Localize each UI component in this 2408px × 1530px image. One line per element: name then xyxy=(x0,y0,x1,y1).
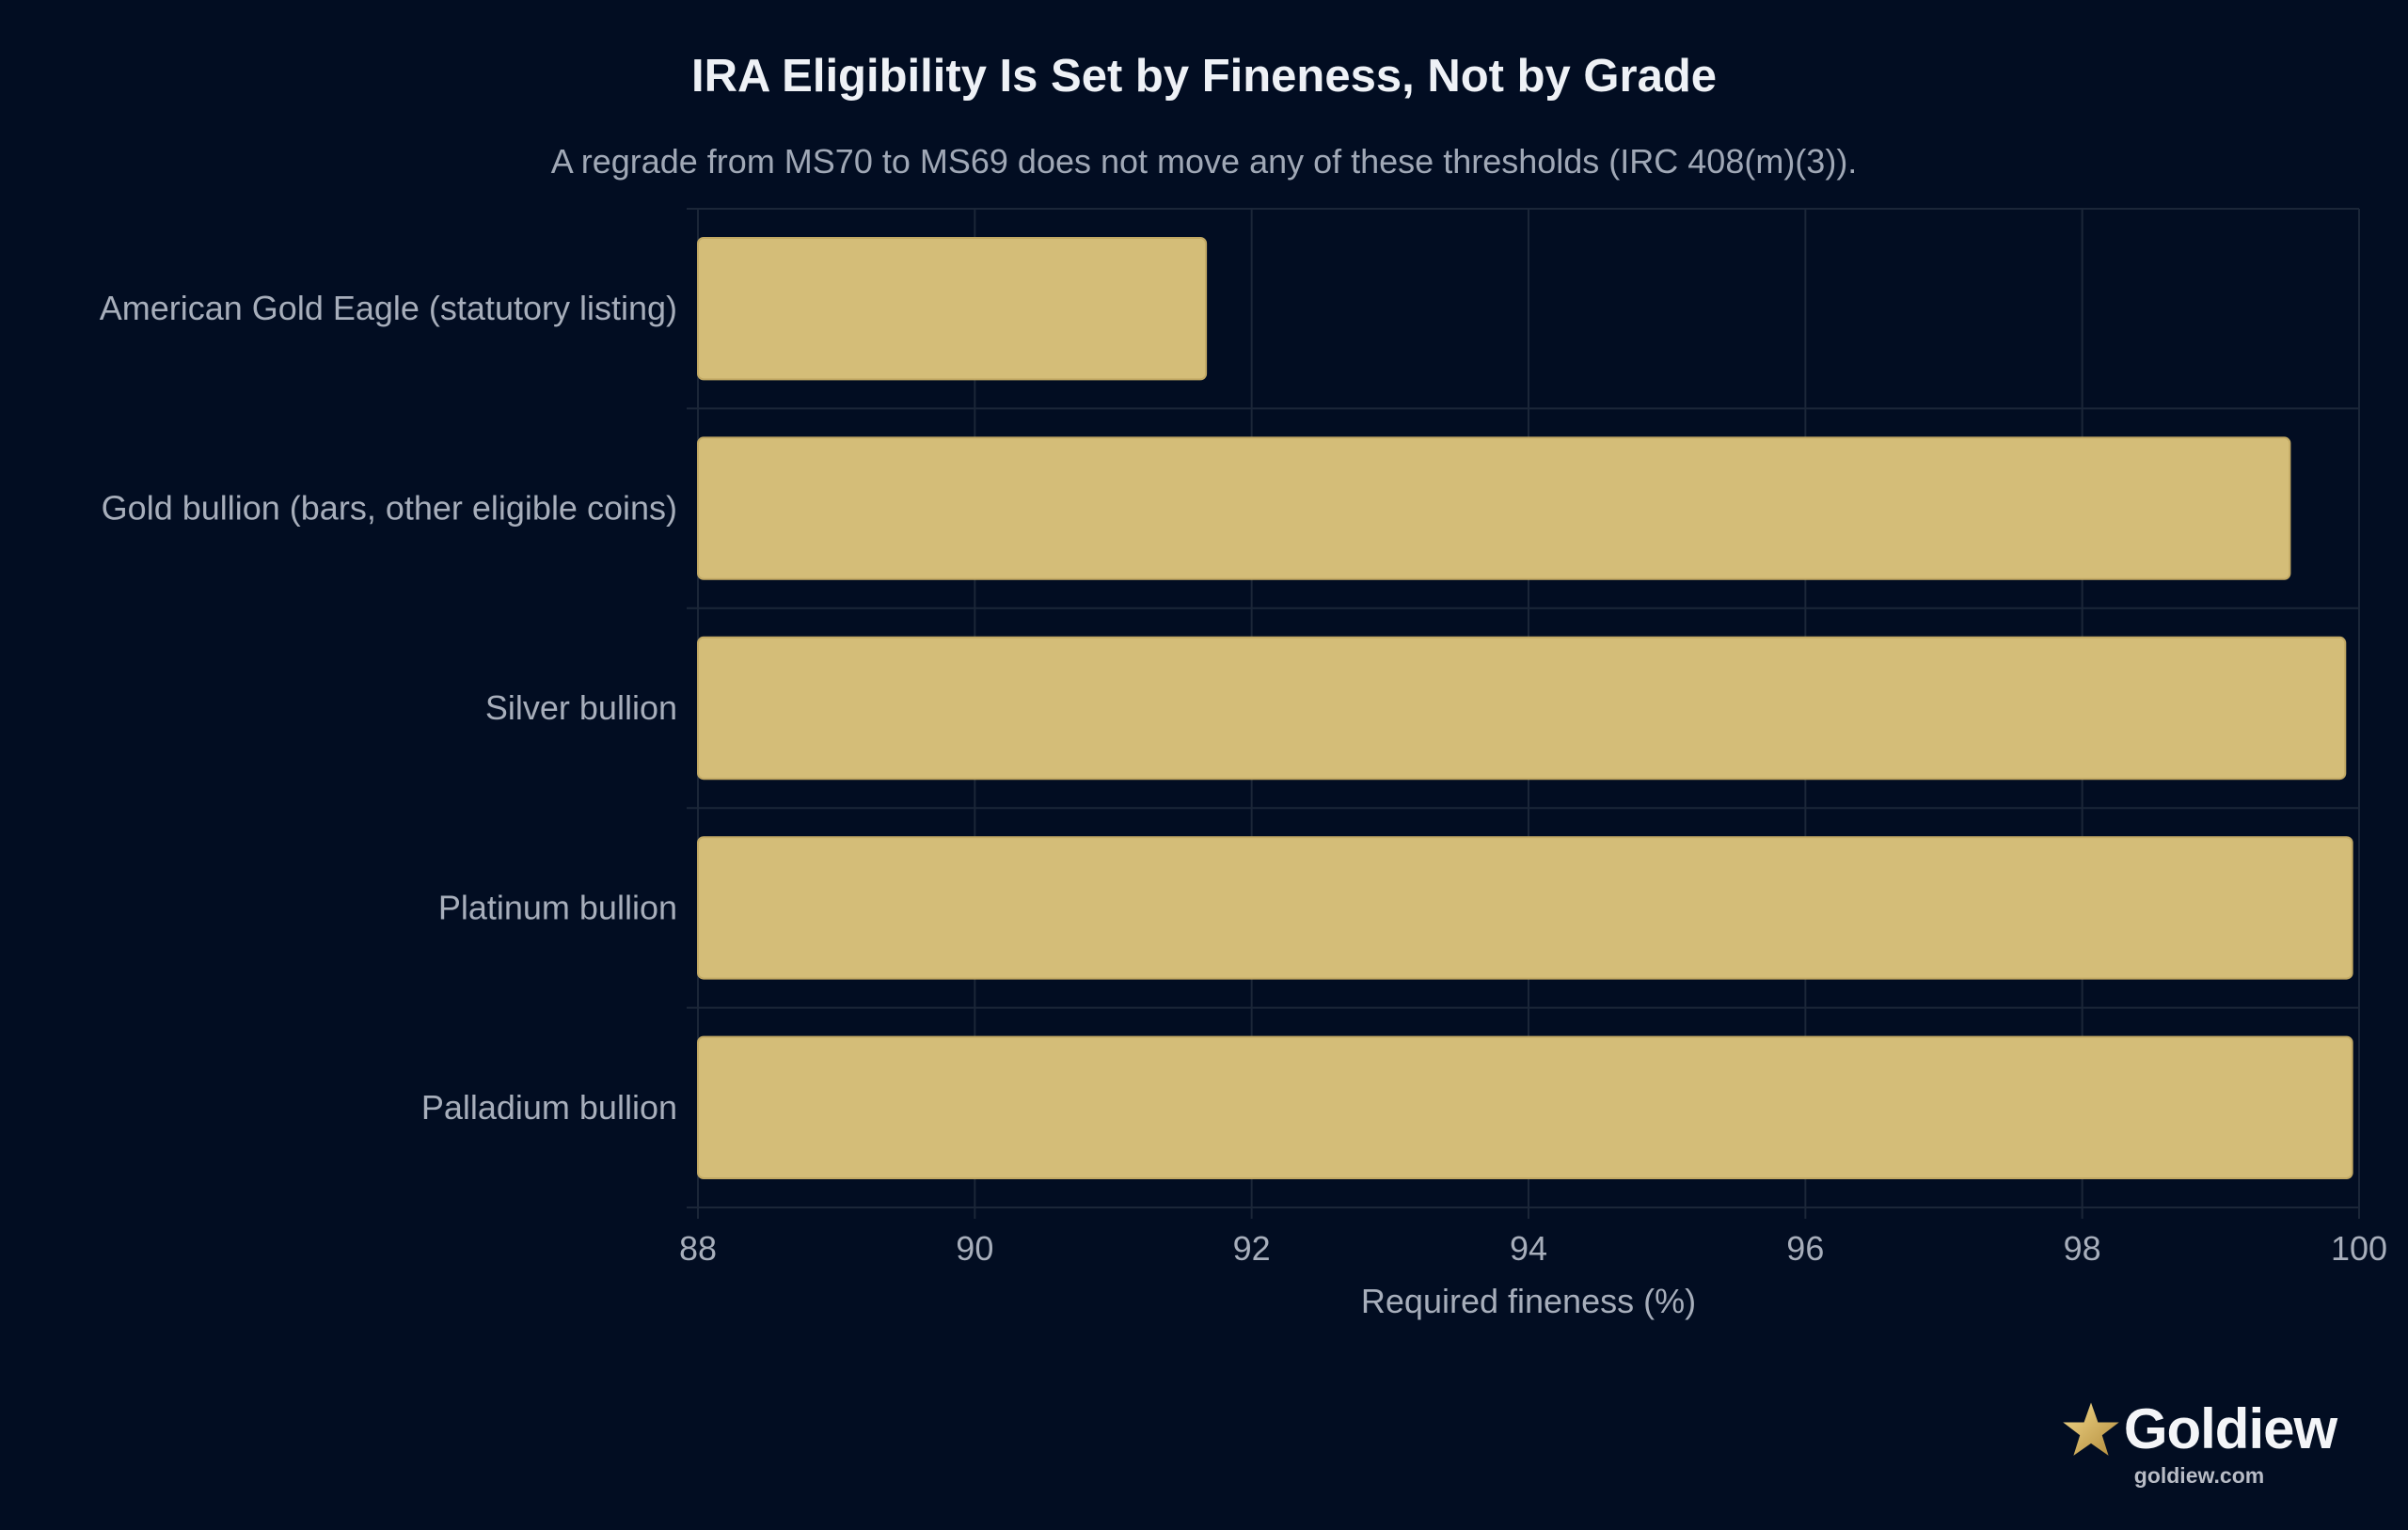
x-tick-label: 94 xyxy=(1510,1229,1547,1268)
category-label: Silver bullion xyxy=(485,688,677,727)
chart-title: IRA Eligibility Is Set by Fineness, Not … xyxy=(691,51,1717,102)
x-tick-labels: 88 90 92 94 96 98 100 xyxy=(679,1229,2387,1268)
category-label: Palladium bullion xyxy=(421,1088,677,1127)
brand-logo: Goldiew goldiew.com xyxy=(2049,1396,2350,1489)
x-tick-label: 88 xyxy=(679,1229,717,1268)
x-tick-label: 90 xyxy=(956,1229,993,1268)
x-tick-label: 100 xyxy=(2331,1229,2387,1268)
bar xyxy=(697,636,2347,781)
x-axis-title: Required fineness (%) xyxy=(1361,1282,1696,1320)
x-tick-label: 96 xyxy=(1786,1229,1824,1268)
brand-url: goldiew.com xyxy=(2133,1463,2265,1488)
bar xyxy=(697,436,2291,580)
x-tick-label: 98 xyxy=(2064,1229,2101,1268)
brand-name: Goldiew xyxy=(2123,1397,2337,1460)
star-icon xyxy=(2063,1401,2119,1456)
bar xyxy=(697,237,1208,381)
bar xyxy=(697,1035,2353,1179)
x-tick-label: 92 xyxy=(1233,1229,1271,1268)
chart-subtitle: A regrade from MS70 to MS69 does not mov… xyxy=(551,142,1858,181)
category-labels: American Gold Eagle (statutory listing) G… xyxy=(100,289,677,1127)
category-label: Platinum bullion xyxy=(438,888,677,926)
category-label: American Gold Eagle (statutory listing) xyxy=(100,289,677,327)
bar xyxy=(697,836,2353,980)
category-label: Gold bullion (bars, other eligible coins… xyxy=(102,489,677,528)
bars xyxy=(697,237,2353,1179)
